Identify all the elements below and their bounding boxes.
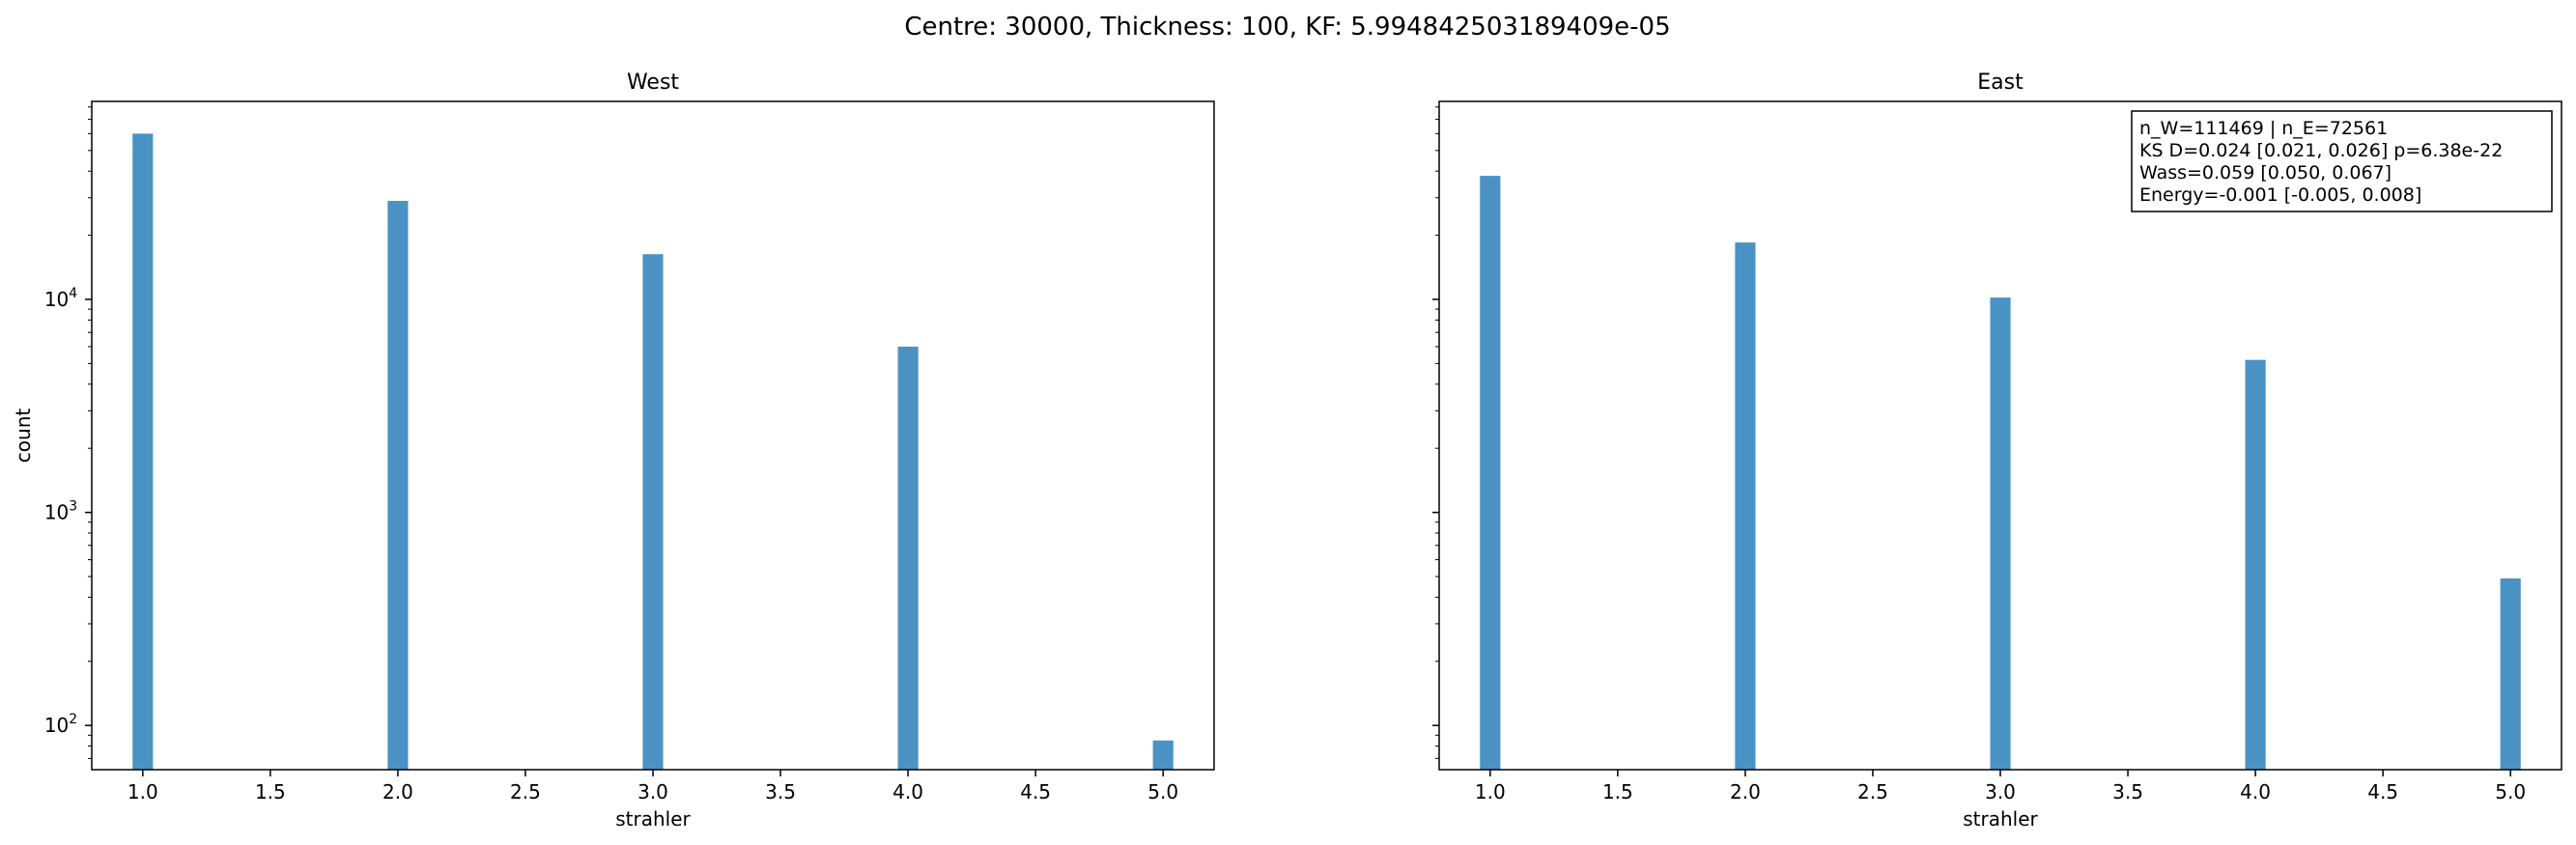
west-x-tick-label: 1.0 (127, 780, 158, 803)
west-y-axis-label: count (12, 408, 35, 464)
west-x-tick-label: 2.0 (382, 780, 413, 803)
west-x-axis-label: strahler (615, 807, 691, 831)
east-x-tick-label: 2.5 (1857, 780, 1888, 803)
west-panel-title: West (627, 70, 679, 95)
west-x-tick-label: 4.0 (892, 780, 923, 803)
east-x-tick-label: 3.0 (1985, 780, 2016, 803)
west-x-tick-label: 5.0 (1147, 780, 1178, 803)
east-bar (1990, 297, 2011, 770)
west-panel: West 102 103 104 1.0 1.5 2.0 2.5 3.0 3.5 4.0 4.5 5… (12, 70, 1215, 831)
west-bar (132, 133, 154, 770)
figure-suptitle: Centre: 30000, Thickness: 100, KF: 5.994… (904, 13, 1670, 42)
west-x-tick-label: 1.5 (255, 780, 286, 803)
stats-line: Energy=-0.001 [-0.005, 0.008] (2139, 184, 2421, 206)
east-x-tick-label: 3.5 (2112, 780, 2143, 803)
east-x-tick-label: 1.0 (1475, 780, 1506, 803)
east-panel-title: East (1977, 70, 2024, 95)
west-x-tick-label: 4.5 (1020, 780, 1051, 803)
east-panel: East 1.0 1.5 2.0 2.5 3.0 3.5 4.0 4.5 5.0 strahle… (1432, 70, 2562, 831)
west-x-tick-label: 3.5 (765, 780, 796, 803)
east-bar (2500, 577, 2521, 770)
east-bar (1480, 176, 1501, 770)
east-x-ticks: 1.0 1.5 2.0 2.5 3.0 3.5 4.0 4.5 5.0 (1475, 770, 2526, 803)
west-bars (132, 133, 1174, 771)
east-x-tick-label: 4.5 (2367, 780, 2398, 803)
west-x-ticks: 1.0 1.5 2.0 2.5 3.0 3.5 4.0 4.5 5.0 (127, 770, 1178, 803)
east-x-tick-label: 1.5 (1602, 780, 1633, 803)
east-x-tick-label: 4.0 (2240, 780, 2271, 803)
west-x-tick-label: 3.0 (637, 780, 668, 803)
stats-box (2131, 110, 2553, 212)
east-x-axis-label: strahler (1963, 807, 2038, 831)
west-y-major-ticks: 102 103 104 (44, 286, 92, 737)
east-y-major-ticks (1432, 298, 1439, 726)
east-x-tick-label: 2.0 (1730, 780, 1761, 803)
stats-line: KS D=0.024 [0.021, 0.026] p=6.38e-22 (2139, 140, 2503, 161)
west-bar (1152, 740, 1174, 770)
east-bar (2245, 359, 2266, 770)
east-bars (1480, 176, 2521, 771)
west-y-tick-label: 103 (44, 499, 77, 524)
west-bar (642, 254, 664, 771)
stats-line: n_W=111469 | n_E=72561 (2139, 118, 2388, 139)
stats-line: Wass=0.059 [0.050, 0.067] (2139, 162, 2392, 183)
west-y-tick-label: 102 (44, 712, 77, 737)
west-x-tick-label: 2.5 (510, 780, 541, 803)
west-axes-frame (91, 100, 1215, 771)
west-bar (387, 201, 409, 770)
east-x-tick-label: 5.0 (2495, 780, 2526, 803)
east-axes-frame (1438, 100, 2562, 771)
west-y-tick-label: 104 (44, 286, 77, 311)
west-bar (897, 346, 919, 770)
east-bar (1735, 242, 1756, 771)
